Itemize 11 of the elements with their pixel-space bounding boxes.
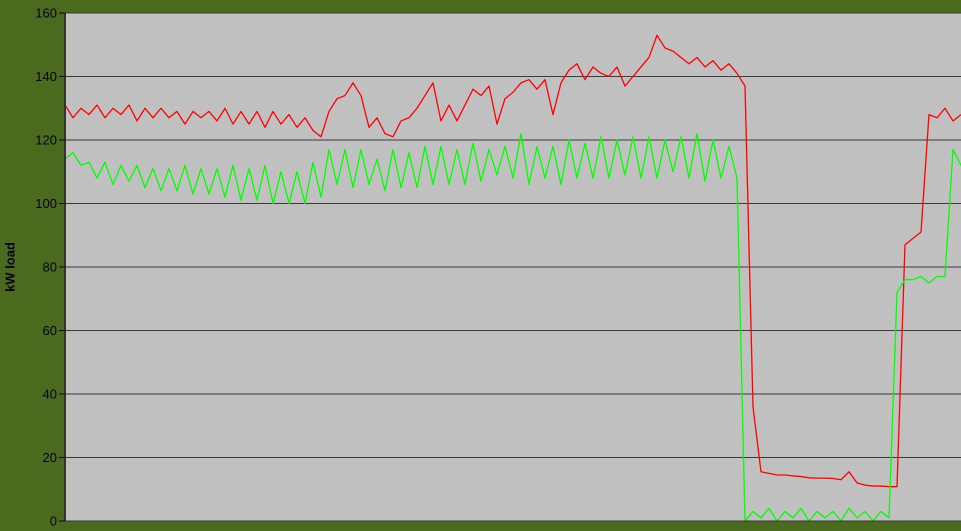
line-series bbox=[64, 34, 961, 488]
y-tick-label: 40 bbox=[42, 386, 57, 402]
y-tick-label: 160 bbox=[35, 6, 57, 21]
y-tick-label: 140 bbox=[35, 69, 57, 84]
y-tick-label: 120 bbox=[35, 132, 57, 148]
y-tick-label: 0 bbox=[50, 514, 57, 529]
y-tick-label: 100 bbox=[35, 196, 57, 212]
y-axis-title: kW load bbox=[2, 242, 18, 292]
y-tick-label: 80 bbox=[42, 260, 57, 275]
y-tick-label: 60 bbox=[42, 323, 57, 338]
y-tick-label: 20 bbox=[42, 450, 57, 466]
